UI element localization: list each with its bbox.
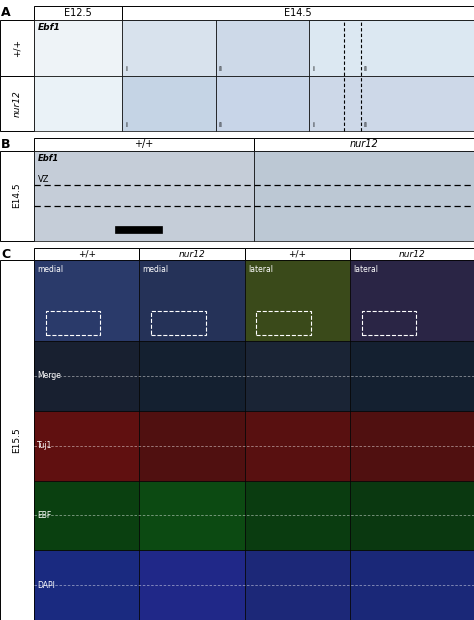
Text: VZ: VZ bbox=[37, 175, 49, 185]
Text: +/+: +/+ bbox=[13, 38, 21, 57]
Bar bbox=[350, 260, 474, 341]
Bar bbox=[0, 76, 34, 131]
Bar bbox=[34, 480, 139, 551]
Bar bbox=[115, 226, 162, 233]
Text: nur12: nur12 bbox=[399, 250, 425, 259]
Text: E14.5: E14.5 bbox=[284, 8, 312, 18]
Bar bbox=[46, 311, 100, 335]
Bar bbox=[34, 260, 139, 341]
Bar bbox=[254, 138, 474, 151]
Text: lateral: lateral bbox=[353, 265, 378, 274]
Text: nur12: nur12 bbox=[179, 250, 205, 259]
Bar bbox=[139, 341, 245, 410]
Bar bbox=[122, 20, 216, 76]
Bar bbox=[309, 76, 474, 131]
Text: +/+: +/+ bbox=[288, 250, 306, 259]
Text: E15.5: E15.5 bbox=[13, 427, 21, 453]
Text: i: i bbox=[125, 66, 127, 72]
Text: DAPI: DAPI bbox=[37, 580, 55, 590]
Text: nur12: nur12 bbox=[350, 139, 378, 149]
Text: ii: ii bbox=[219, 66, 222, 72]
Bar bbox=[254, 151, 474, 241]
Text: lateral: lateral bbox=[248, 265, 273, 274]
Bar bbox=[245, 480, 350, 551]
Text: Ebf1: Ebf1 bbox=[37, 154, 59, 163]
Text: A: A bbox=[1, 6, 10, 19]
Bar bbox=[245, 341, 350, 410]
Text: nur12: nur12 bbox=[13, 90, 21, 117]
Bar bbox=[34, 341, 139, 410]
Bar bbox=[362, 311, 416, 335]
Bar bbox=[0, 20, 34, 76]
Text: EBF: EBF bbox=[37, 511, 51, 520]
Bar bbox=[350, 551, 474, 620]
Text: medial: medial bbox=[37, 265, 64, 274]
Bar bbox=[34, 76, 122, 131]
Bar bbox=[216, 20, 309, 76]
Bar bbox=[245, 410, 350, 480]
Text: medial: medial bbox=[143, 265, 169, 274]
Bar bbox=[256, 311, 311, 335]
Bar bbox=[350, 480, 474, 551]
Bar bbox=[245, 551, 350, 620]
Bar bbox=[122, 76, 216, 131]
Text: i: i bbox=[313, 122, 315, 128]
Bar bbox=[245, 260, 350, 341]
Bar bbox=[0, 151, 34, 241]
Text: ii: ii bbox=[364, 66, 367, 72]
Bar bbox=[245, 248, 350, 260]
Bar bbox=[216, 76, 309, 131]
Text: C: C bbox=[1, 248, 10, 261]
Text: i: i bbox=[313, 66, 315, 72]
Bar bbox=[139, 260, 245, 341]
Text: Tuj1: Tuj1 bbox=[37, 441, 52, 450]
Text: B: B bbox=[1, 138, 10, 151]
Text: i: i bbox=[125, 122, 127, 128]
Bar bbox=[139, 480, 245, 551]
Bar bbox=[350, 248, 474, 260]
Text: ii: ii bbox=[219, 122, 222, 128]
Bar bbox=[139, 248, 245, 260]
Text: +/+: +/+ bbox=[135, 139, 154, 149]
Bar bbox=[34, 248, 139, 260]
Bar bbox=[139, 410, 245, 480]
Bar bbox=[34, 138, 254, 151]
Bar bbox=[122, 6, 474, 20]
Text: Merge: Merge bbox=[37, 371, 61, 381]
Bar bbox=[34, 551, 139, 620]
Bar bbox=[151, 311, 206, 335]
Bar bbox=[34, 6, 122, 20]
Bar bbox=[34, 410, 139, 480]
Text: ii: ii bbox=[364, 122, 367, 128]
Bar bbox=[350, 410, 474, 480]
Bar bbox=[34, 151, 254, 241]
Text: +/+: +/+ bbox=[78, 250, 96, 259]
Bar bbox=[350, 341, 474, 410]
Bar bbox=[0, 260, 34, 620]
Bar bbox=[309, 20, 474, 76]
Text: E14.5: E14.5 bbox=[13, 183, 21, 208]
Bar bbox=[139, 551, 245, 620]
Bar bbox=[34, 20, 122, 76]
Text: E12.5: E12.5 bbox=[64, 8, 92, 18]
Text: Ebf1: Ebf1 bbox=[38, 23, 61, 32]
